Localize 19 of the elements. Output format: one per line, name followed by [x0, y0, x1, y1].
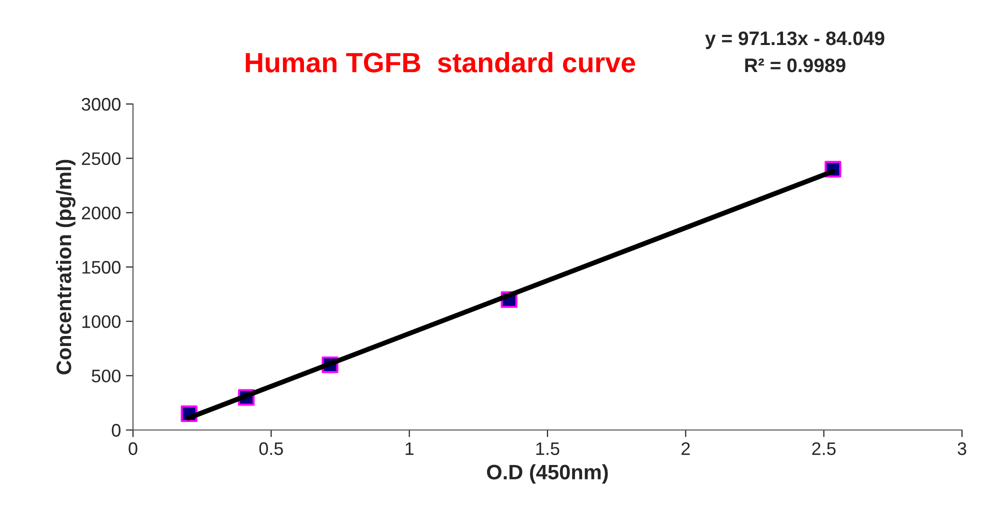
x-tick-label: 2	[682, 442, 690, 455]
x-tick-label: 1	[406, 442, 414, 455]
y-tick-label: 2000	[82, 206, 120, 220]
text: R² = 0.9989	[745, 58, 846, 72]
x-tick-label: 0.5	[259, 442, 283, 456]
x-tick-label: 2.5	[812, 442, 836, 456]
x-tick-label: 0	[128, 442, 138, 456]
y-tick-label: 3000	[82, 98, 120, 111]
y-tick-label: 2500	[82, 152, 120, 166]
chart-title: Human TGFB standard curve	[246, 52, 636, 72]
y-tick-label: 1000	[82, 315, 120, 328]
x-axis-title: O.D (450nm)	[487, 464, 608, 484]
y-tick-label: 1500	[82, 260, 120, 274]
x-tick-label: 3	[958, 442, 966, 456]
y-axis-title: Concentration (pg/ml)	[56, 160, 76, 374]
x-tick-label: 1.5	[536, 442, 560, 456]
y-tick-label: 500	[92, 370, 120, 382]
y-tick-label: 0	[112, 424, 120, 437]
text: y = 971.13x - 84.049	[705, 31, 884, 50]
